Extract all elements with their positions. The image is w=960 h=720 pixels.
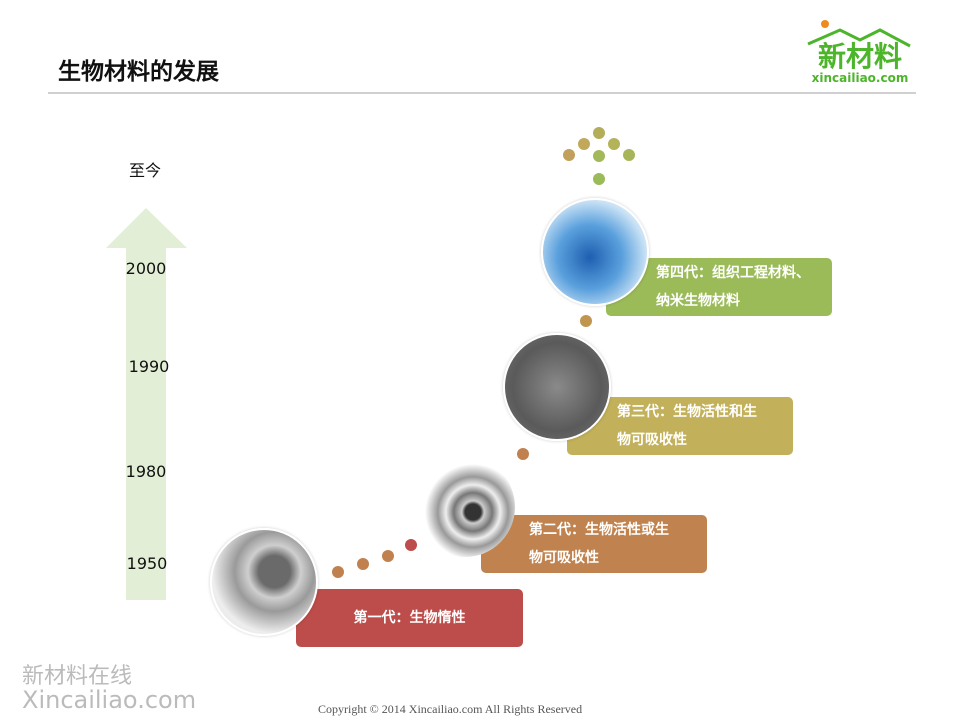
- axis-label-now: 至今: [128, 161, 162, 180]
- watermark-en: Xincailiao.com: [22, 686, 197, 714]
- implant-photo-gen2: [415, 457, 515, 557]
- generation-1-box: 第一代：生物惰性: [296, 589, 523, 647]
- page-title: 生物材料的发展: [58, 59, 219, 85]
- axis-label-1990: 1990: [128, 357, 170, 376]
- porous-material-photo-gen3: [503, 333, 611, 441]
- generation-2-label: 第二代：生物活性或生: [529, 522, 669, 538]
- logo-text: 新材料: [818, 40, 902, 73]
- path-dot: [332, 566, 344, 578]
- generation-4-box: 第四代：组织工程材料、 纳米生物材料: [606, 258, 832, 316]
- path-dot: [517, 448, 529, 460]
- path-dot: [382, 550, 394, 562]
- path-dot: [593, 173, 605, 185]
- path-dot: [580, 315, 592, 327]
- generation-4-label: 第四代：组织工程材料、: [656, 265, 810, 281]
- path-dot: [593, 150, 605, 162]
- tissue-scaffold-photo-gen4: [541, 198, 649, 306]
- implant-photo-gen1: [210, 528, 318, 636]
- path-dot: [405, 539, 417, 551]
- generation-2-box: 第二代：生物活性或生 物可吸收性: [481, 515, 707, 573]
- xincailiao-logo: 新材料 xincailiao.com: [807, 20, 911, 85]
- axis-label-1980: 1980: [125, 462, 167, 481]
- path-dot: [357, 558, 369, 570]
- axis-label-2000: 2000: [125, 259, 167, 278]
- generation-1-label: 第一代：生物惰性: [353, 610, 466, 626]
- logo-subtext: xincailiao.com: [812, 71, 909, 85]
- generation-3-label: 第三代：生物活性和生: [617, 404, 757, 420]
- path-dot: [623, 149, 635, 161]
- generation-3-label-cont: 物可吸收性: [617, 432, 687, 448]
- title-divider: [48, 92, 916, 94]
- timeline-arrow: [106, 208, 187, 600]
- axis-label-1950: 1950: [126, 554, 168, 573]
- copyright-footer: Copyright © 2014 Xincailiao.com All Righ…: [318, 702, 583, 716]
- path-dot: [593, 127, 605, 139]
- generation-4-label-cont: 纳米生物材料: [656, 293, 740, 309]
- path-dot: [563, 149, 575, 161]
- watermark-cn: 新材料在线: [22, 664, 133, 689]
- generation-2-label-cont: 物可吸收性: [529, 550, 599, 566]
- path-dot: [608, 138, 620, 150]
- path-dot: [578, 138, 590, 150]
